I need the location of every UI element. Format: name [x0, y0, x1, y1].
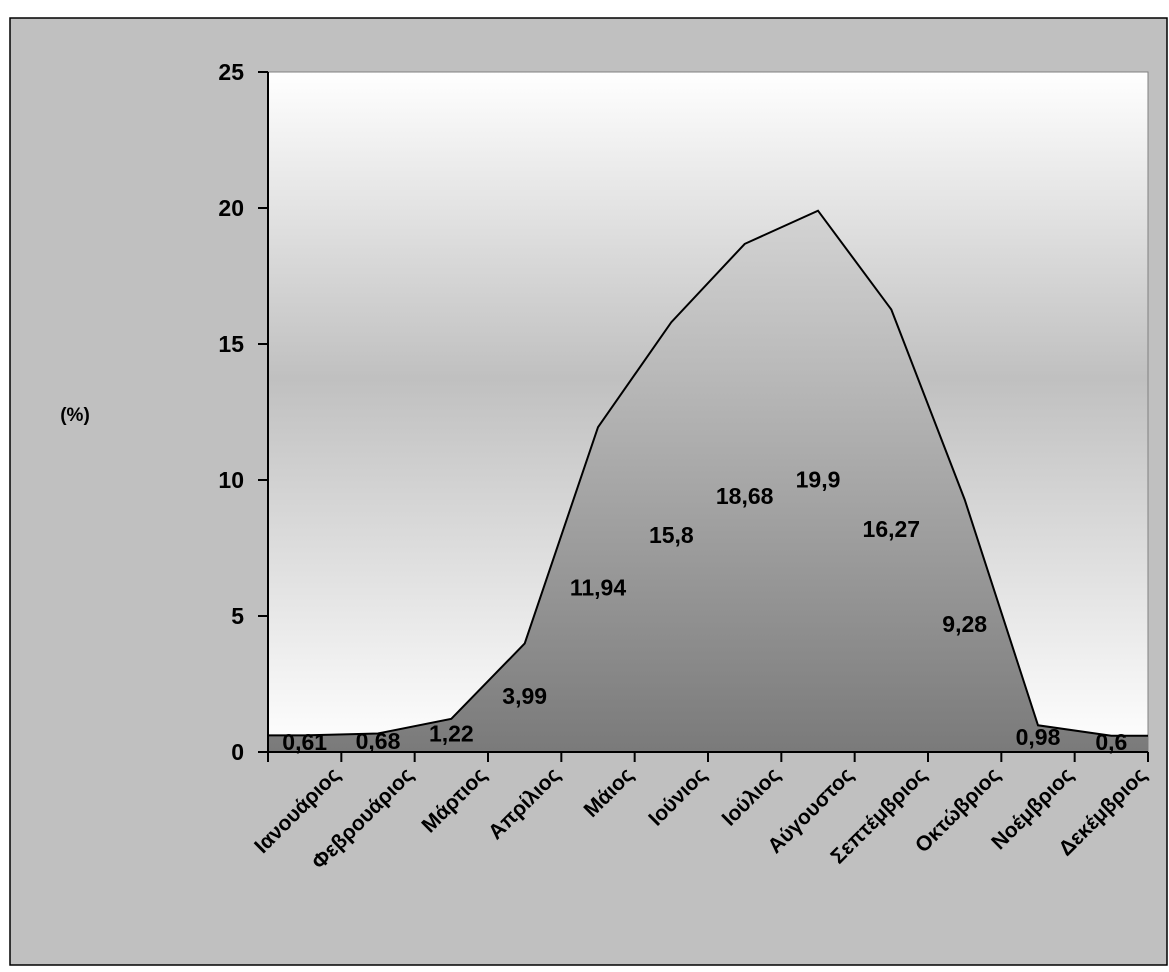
data-label: 19,9: [796, 466, 841, 492]
data-label: 0,6: [1095, 729, 1127, 755]
data-label: 1,22: [429, 720, 474, 746]
data-label: 0,68: [356, 728, 401, 754]
y-axis-title: (%): [60, 405, 90, 426]
data-label: 11,94: [570, 575, 626, 601]
data-labels: 0,61 0,68 1,22 3,99 11,94 15,8 18,68 19,9 16,27 9…: [282, 466, 1127, 754]
y-axis: 0 5 10 15 20 25: [218, 59, 268, 765]
y-tick-label: 15: [218, 331, 244, 357]
area-series-line: [268, 209, 1148, 737]
area-series: [268, 210, 1148, 752]
data-label: 15,8: [649, 522, 694, 548]
y-tick-label: 0: [231, 739, 244, 765]
y-tick-label: 10: [218, 467, 244, 493]
data-label: 0,61: [282, 729, 327, 755]
data-label: 9,28: [942, 611, 987, 637]
y-tick-label: 5: [231, 603, 244, 629]
data-label: 16,27: [863, 516, 921, 542]
data-label: 3,99: [502, 683, 547, 709]
data-label: 0,98: [1016, 724, 1061, 750]
y-tick-label: 25: [218, 59, 244, 85]
data-label: 18,68: [716, 483, 774, 509]
y-tick-label: 20: [218, 195, 244, 221]
